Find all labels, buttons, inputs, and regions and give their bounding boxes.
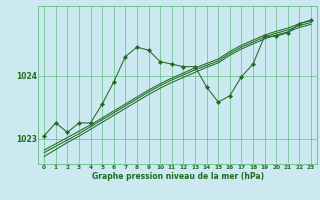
- X-axis label: Graphe pression niveau de la mer (hPa): Graphe pression niveau de la mer (hPa): [92, 172, 264, 181]
